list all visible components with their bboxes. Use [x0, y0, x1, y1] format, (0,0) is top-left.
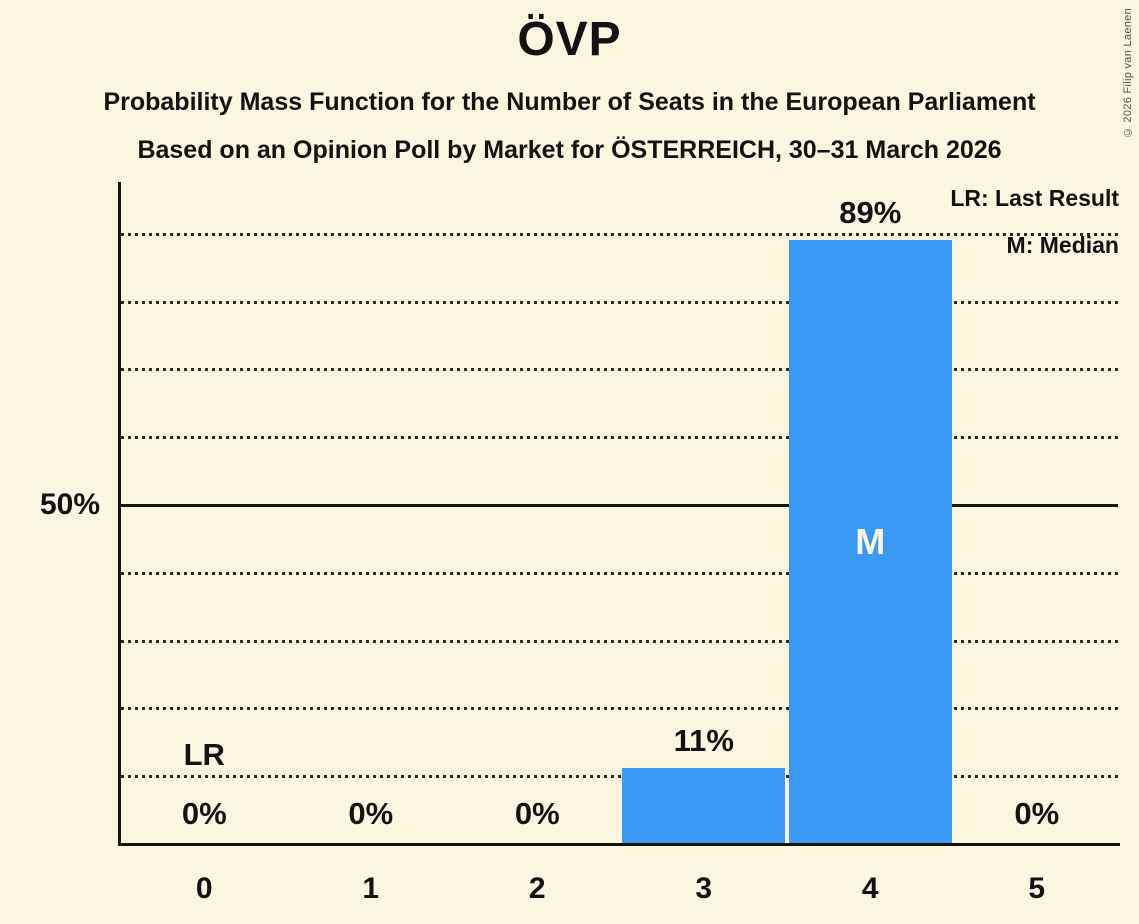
bar-value-label-4: 89% — [839, 195, 902, 230]
chart-subtitle-method: Probability Mass Function for the Number… — [103, 88, 1036, 116]
legend-median: M: Median — [1006, 232, 1119, 258]
x-tick-label-4: 4 — [861, 872, 879, 905]
legend: LR: Last Result M: Median — [950, 185, 1119, 258]
x-tick-label-2: 2 — [528, 872, 546, 905]
gridline-10pct — [121, 775, 1118, 779]
y-axis-tick-label: 50% — [39, 488, 100, 521]
bar-value-label-1: 0% — [348, 796, 394, 831]
gridline-70pct — [121, 368, 1118, 372]
last-result-marker: LR — [183, 737, 225, 773]
x-tick-label-3: 3 — [695, 872, 713, 905]
median-marker: M — [855, 520, 886, 562]
bar-seats-3 — [622, 768, 786, 843]
gridline-40pct — [121, 571, 1118, 575]
gridline-90pct — [121, 232, 1118, 236]
chart-subtitle-source: Based on an Opinion Poll by Market for Ö… — [137, 136, 1002, 164]
x-tick-label-0: 0 — [195, 872, 213, 905]
gridline-80pct — [121, 300, 1118, 304]
bar-value-label-3: 11% — [673, 723, 734, 758]
bar-value-label-2: 0% — [514, 796, 560, 831]
gridline-60pct — [121, 436, 1118, 440]
bar-value-label-5: 0% — [1014, 796, 1060, 831]
bar-seats-4 — [788, 240, 952, 843]
plot-axes — [118, 182, 1120, 846]
gridline-30pct — [121, 639, 1118, 643]
bar-value-label-0: 0% — [181, 796, 227, 831]
chart-title: ÖVP — [517, 13, 622, 66]
legend-last-result: LR: Last Result — [950, 185, 1119, 211]
gridline-20pct — [121, 707, 1118, 711]
x-tick-label-1: 1 — [362, 872, 380, 905]
gridline-solid-50pct — [121, 504, 1118, 507]
x-tick-label-5: 5 — [1028, 872, 1046, 905]
